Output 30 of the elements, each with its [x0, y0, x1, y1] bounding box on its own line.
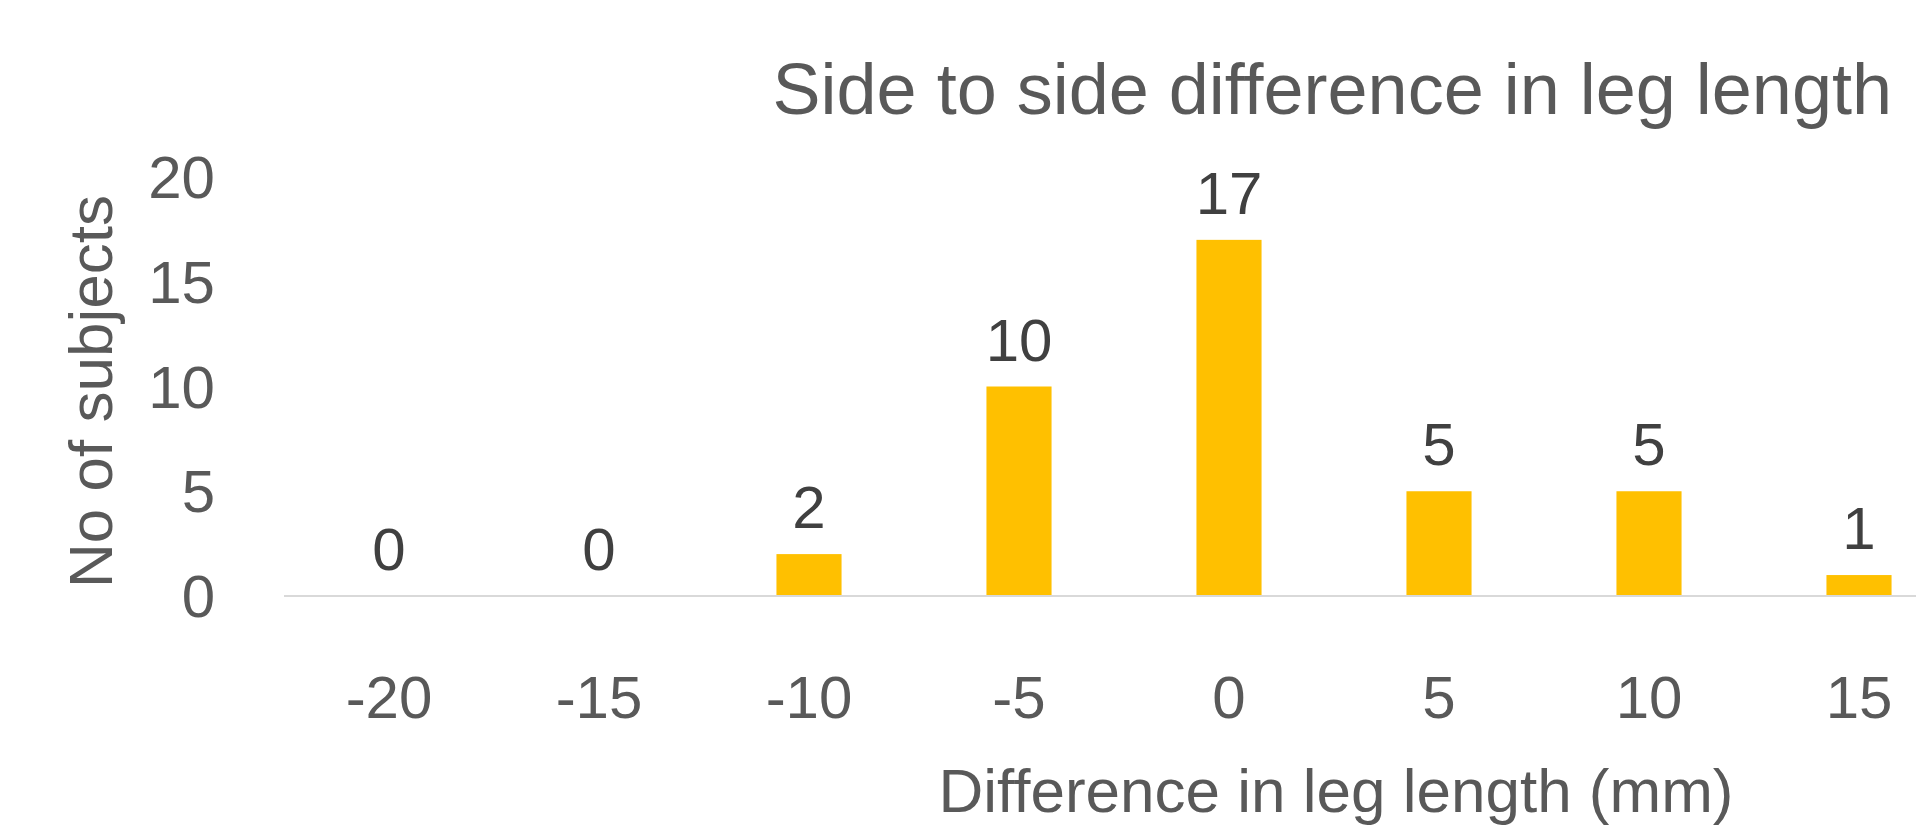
data-label: 5 — [1422, 411, 1456, 479]
chart-title: Side to side difference in leg length — [772, 49, 1892, 129]
bar — [1826, 575, 1892, 596]
x-tick-label: -20 — [345, 664, 433, 731]
x-tick-label: 0 — [1212, 664, 1246, 731]
bar — [1406, 491, 1472, 596]
data-label: 10 — [985, 306, 1053, 374]
bar — [1196, 239, 1262, 596]
data-label: 17 — [1195, 159, 1263, 227]
bar — [776, 554, 842, 596]
y-tick-label: 10 — [148, 353, 215, 421]
data-label: 0 — [582, 516, 616, 583]
y-tick-label: 15 — [148, 248, 215, 316]
y-tick-label: 20 — [148, 144, 215, 211]
x-axis-title: Difference in leg length (mm) — [938, 756, 1734, 825]
x-tick-label: 10 — [1615, 664, 1683, 731]
x-tick-label: 15 — [1825, 664, 1893, 731]
x-tick-label: -5 — [992, 664, 1046, 731]
x-tick-label: 5 — [1422, 664, 1456, 731]
y-tick-label: 5 — [181, 458, 215, 526]
bar — [1616, 491, 1682, 596]
x-tick-label: -10 — [765, 664, 853, 731]
data-label: 2 — [792, 474, 826, 542]
bar — [986, 386, 1052, 596]
x-tick-label: -15 — [555, 664, 643, 731]
y-axis-title: No of subjects — [56, 195, 125, 588]
data-label: 1 — [1842, 495, 1876, 563]
data-label: 0 — [372, 516, 406, 583]
y-tick-label: 0 — [181, 563, 215, 630]
data-label: 5 — [1632, 411, 1666, 479]
